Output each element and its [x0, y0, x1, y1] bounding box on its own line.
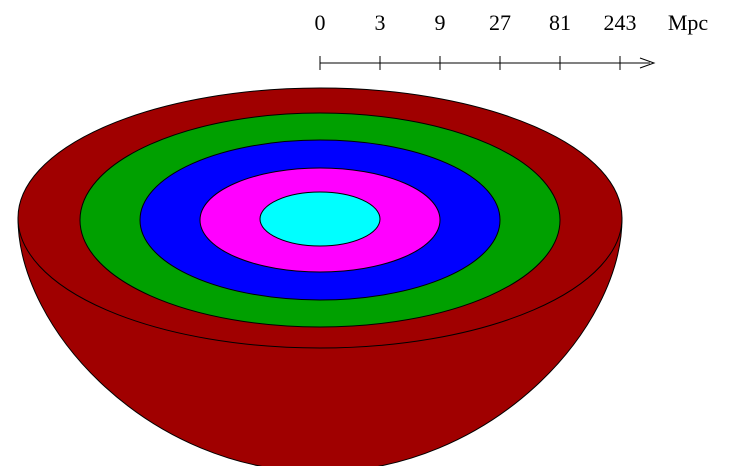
scale-tick-label: 3 — [375, 10, 386, 35]
diagram: Mpc 0 3 9 27 81 243 — [0, 0, 731, 466]
scale-unit: Mpc — [668, 10, 709, 35]
hemisphere — [18, 88, 622, 466]
scale-tick-label: 243 — [604, 10, 637, 35]
scale-tick-label: 27 — [489, 10, 511, 35]
scale-tick-label: 0 — [315, 10, 326, 35]
scale-tick-label: 81 — [549, 10, 571, 35]
scale-bar: Mpc 0 3 9 27 81 243 — [315, 10, 709, 70]
core-cyan — [260, 192, 380, 246]
scale-tick-label: 9 — [435, 10, 446, 35]
